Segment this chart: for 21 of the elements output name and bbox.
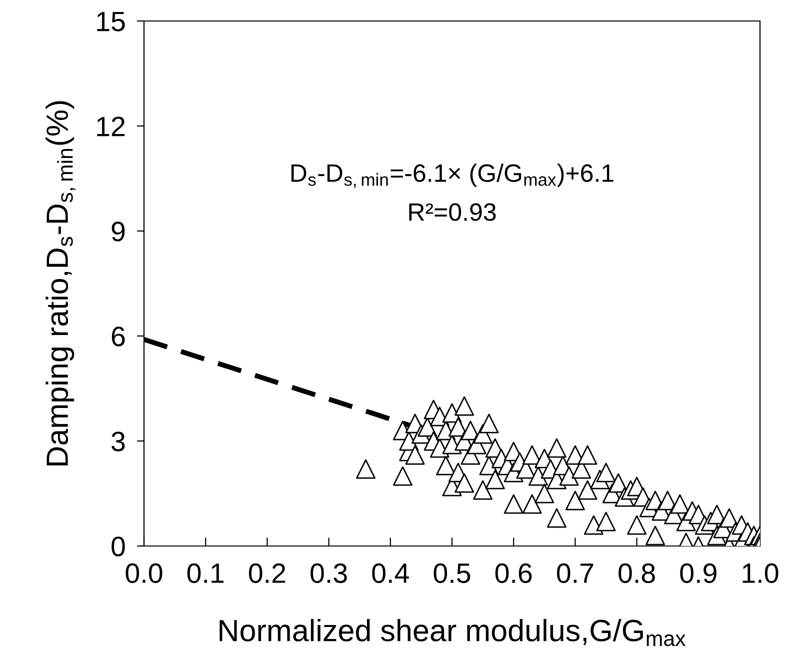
x-tick-label: 1.0 xyxy=(742,563,778,584)
y-axis-title: Damping ratio,D$_{s}$-D$_{s,min}$(%) xyxy=(46,101,76,466)
annotation: R²=0.93 xyxy=(409,203,496,221)
x-tick-label: 0.5 xyxy=(434,563,470,584)
x-tick-label: 0.8 xyxy=(618,563,655,584)
x-tick-label: 0.0 xyxy=(126,563,162,584)
y-tick-label: 6 xyxy=(112,326,125,346)
y-tick-label: 12 xyxy=(97,116,125,136)
y-tick-label: 0 xyxy=(112,536,125,556)
annotation: D$_{s}$-D$_{s,min}$=-6.1× (G/G$_{max}$)+6.1 xyxy=(291,164,614,188)
y-tick-label: 15 xyxy=(97,12,125,32)
x-tick-label: 0.9 xyxy=(680,563,716,584)
x-tick-label: 0.6 xyxy=(495,563,532,584)
x-tick-label: 0.2 xyxy=(248,563,286,584)
x-axis-title: Normalized shear modulus,G/G$_{max}$ xyxy=(220,618,686,646)
y-tick-label: 9 xyxy=(112,222,125,242)
y-tick-label: 3 xyxy=(112,432,125,452)
x-tick-label: 0.1 xyxy=(187,563,224,584)
x-tick-label: 0.4 xyxy=(372,563,409,584)
x-tick-label: 0.3 xyxy=(310,563,347,584)
x-tick-label: 0.7 xyxy=(556,563,594,584)
